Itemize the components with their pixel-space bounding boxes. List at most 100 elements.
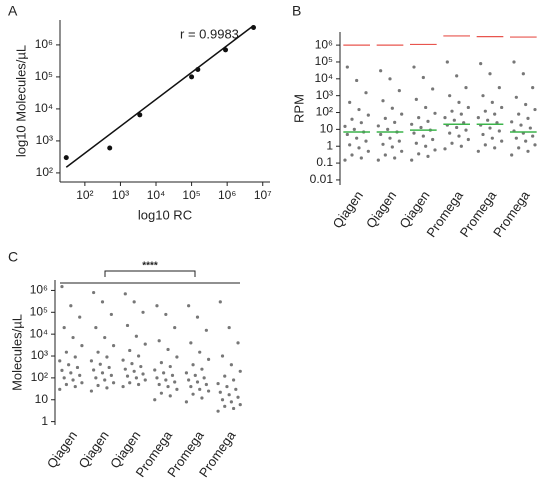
dot [125, 323, 130, 328]
dot [533, 143, 537, 147]
dot [364, 91, 368, 95]
dot [457, 134, 461, 138]
y-tick-label: 10 [320, 122, 334, 136]
dot [417, 152, 421, 156]
dot [234, 387, 238, 391]
dot [109, 373, 113, 377]
dot [448, 131, 452, 135]
dot [128, 348, 132, 353]
dot [493, 112, 497, 116]
y-tick-label: 10² [31, 370, 48, 384]
dot [390, 106, 394, 110]
dot [357, 146, 361, 150]
x-tick-label: Qiagen [363, 188, 399, 231]
panel-label: B [292, 3, 301, 19]
dot [71, 335, 75, 340]
dot [73, 384, 77, 389]
dot [227, 325, 231, 330]
dot [364, 139, 368, 143]
dot [497, 86, 501, 90]
dot [455, 74, 459, 78]
dot [345, 132, 349, 137]
dot [103, 378, 107, 382]
dot [100, 300, 105, 304]
dot [204, 328, 208, 332]
y-axis-label: log10 Molecules/µL [13, 45, 28, 157]
dot [348, 143, 352, 147]
annotation: r = 0.9983 [180, 26, 239, 41]
dot [89, 359, 94, 363]
x-tick-label: Qiagen [75, 428, 111, 471]
y-tick-label: 10⁴ [34, 101, 53, 115]
data-point [195, 67, 201, 73]
dot [481, 94, 485, 98]
dot [455, 125, 459, 130]
dot [94, 325, 98, 330]
dot [229, 363, 233, 367]
dot [414, 97, 418, 102]
dot [421, 134, 425, 138]
dot [450, 109, 454, 113]
dot [121, 358, 125, 362]
dot [393, 156, 397, 160]
dot [153, 368, 157, 372]
dot [397, 88, 401, 93]
y-tick-label: 10³ [31, 348, 48, 362]
y-tick-label: 10² [316, 105, 333, 119]
dot [445, 60, 449, 64]
dot [419, 125, 423, 130]
dot [96, 350, 100, 354]
dot [359, 121, 363, 125]
dot [426, 154, 430, 158]
dot [141, 310, 145, 314]
dot [105, 386, 109, 390]
dot [204, 382, 208, 387]
dot [123, 292, 127, 296]
dot [206, 357, 211, 362]
dot [157, 382, 161, 387]
dot [457, 100, 461, 104]
dot [476, 149, 480, 153]
dot [388, 77, 392, 81]
dot [500, 139, 504, 143]
dot [450, 141, 454, 145]
x-tick-label: 10² [76, 188, 93, 202]
y-tick-label: 10³ [316, 88, 333, 102]
dot [202, 376, 206, 380]
dot [533, 107, 537, 112]
y-tick-label: 10³ [36, 133, 53, 147]
dot [92, 368, 96, 372]
dot [236, 341, 240, 345]
x-axis-label: log10 RC [138, 207, 192, 222]
dot [80, 343, 84, 348]
dot [107, 365, 111, 370]
y-tick-label: 10² [36, 165, 53, 179]
dot [164, 312, 168, 317]
dot [524, 102, 528, 107]
dot [134, 376, 138, 380]
dot [462, 121, 466, 125]
dot [141, 372, 145, 376]
y-tick-label: 1 [326, 138, 333, 152]
dot [218, 390, 222, 394]
y-tick-label: 10⁴ [314, 71, 333, 85]
dot [512, 60, 516, 64]
dot [125, 374, 130, 378]
dot [229, 400, 233, 404]
dot [162, 371, 166, 375]
dot [105, 355, 109, 359]
dot [466, 137, 470, 142]
dot [531, 134, 535, 138]
dot [58, 387, 62, 391]
y-tick-label: 10⁶ [30, 283, 48, 297]
data-point [63, 155, 69, 161]
x-tick-label: Qiagen [44, 428, 80, 471]
dot [236, 395, 240, 399]
dot [137, 382, 141, 387]
dot [412, 65, 416, 69]
dot [184, 400, 189, 404]
dot [168, 364, 172, 369]
dot [381, 142, 385, 146]
dot [94, 376, 98, 380]
dot [130, 362, 134, 366]
